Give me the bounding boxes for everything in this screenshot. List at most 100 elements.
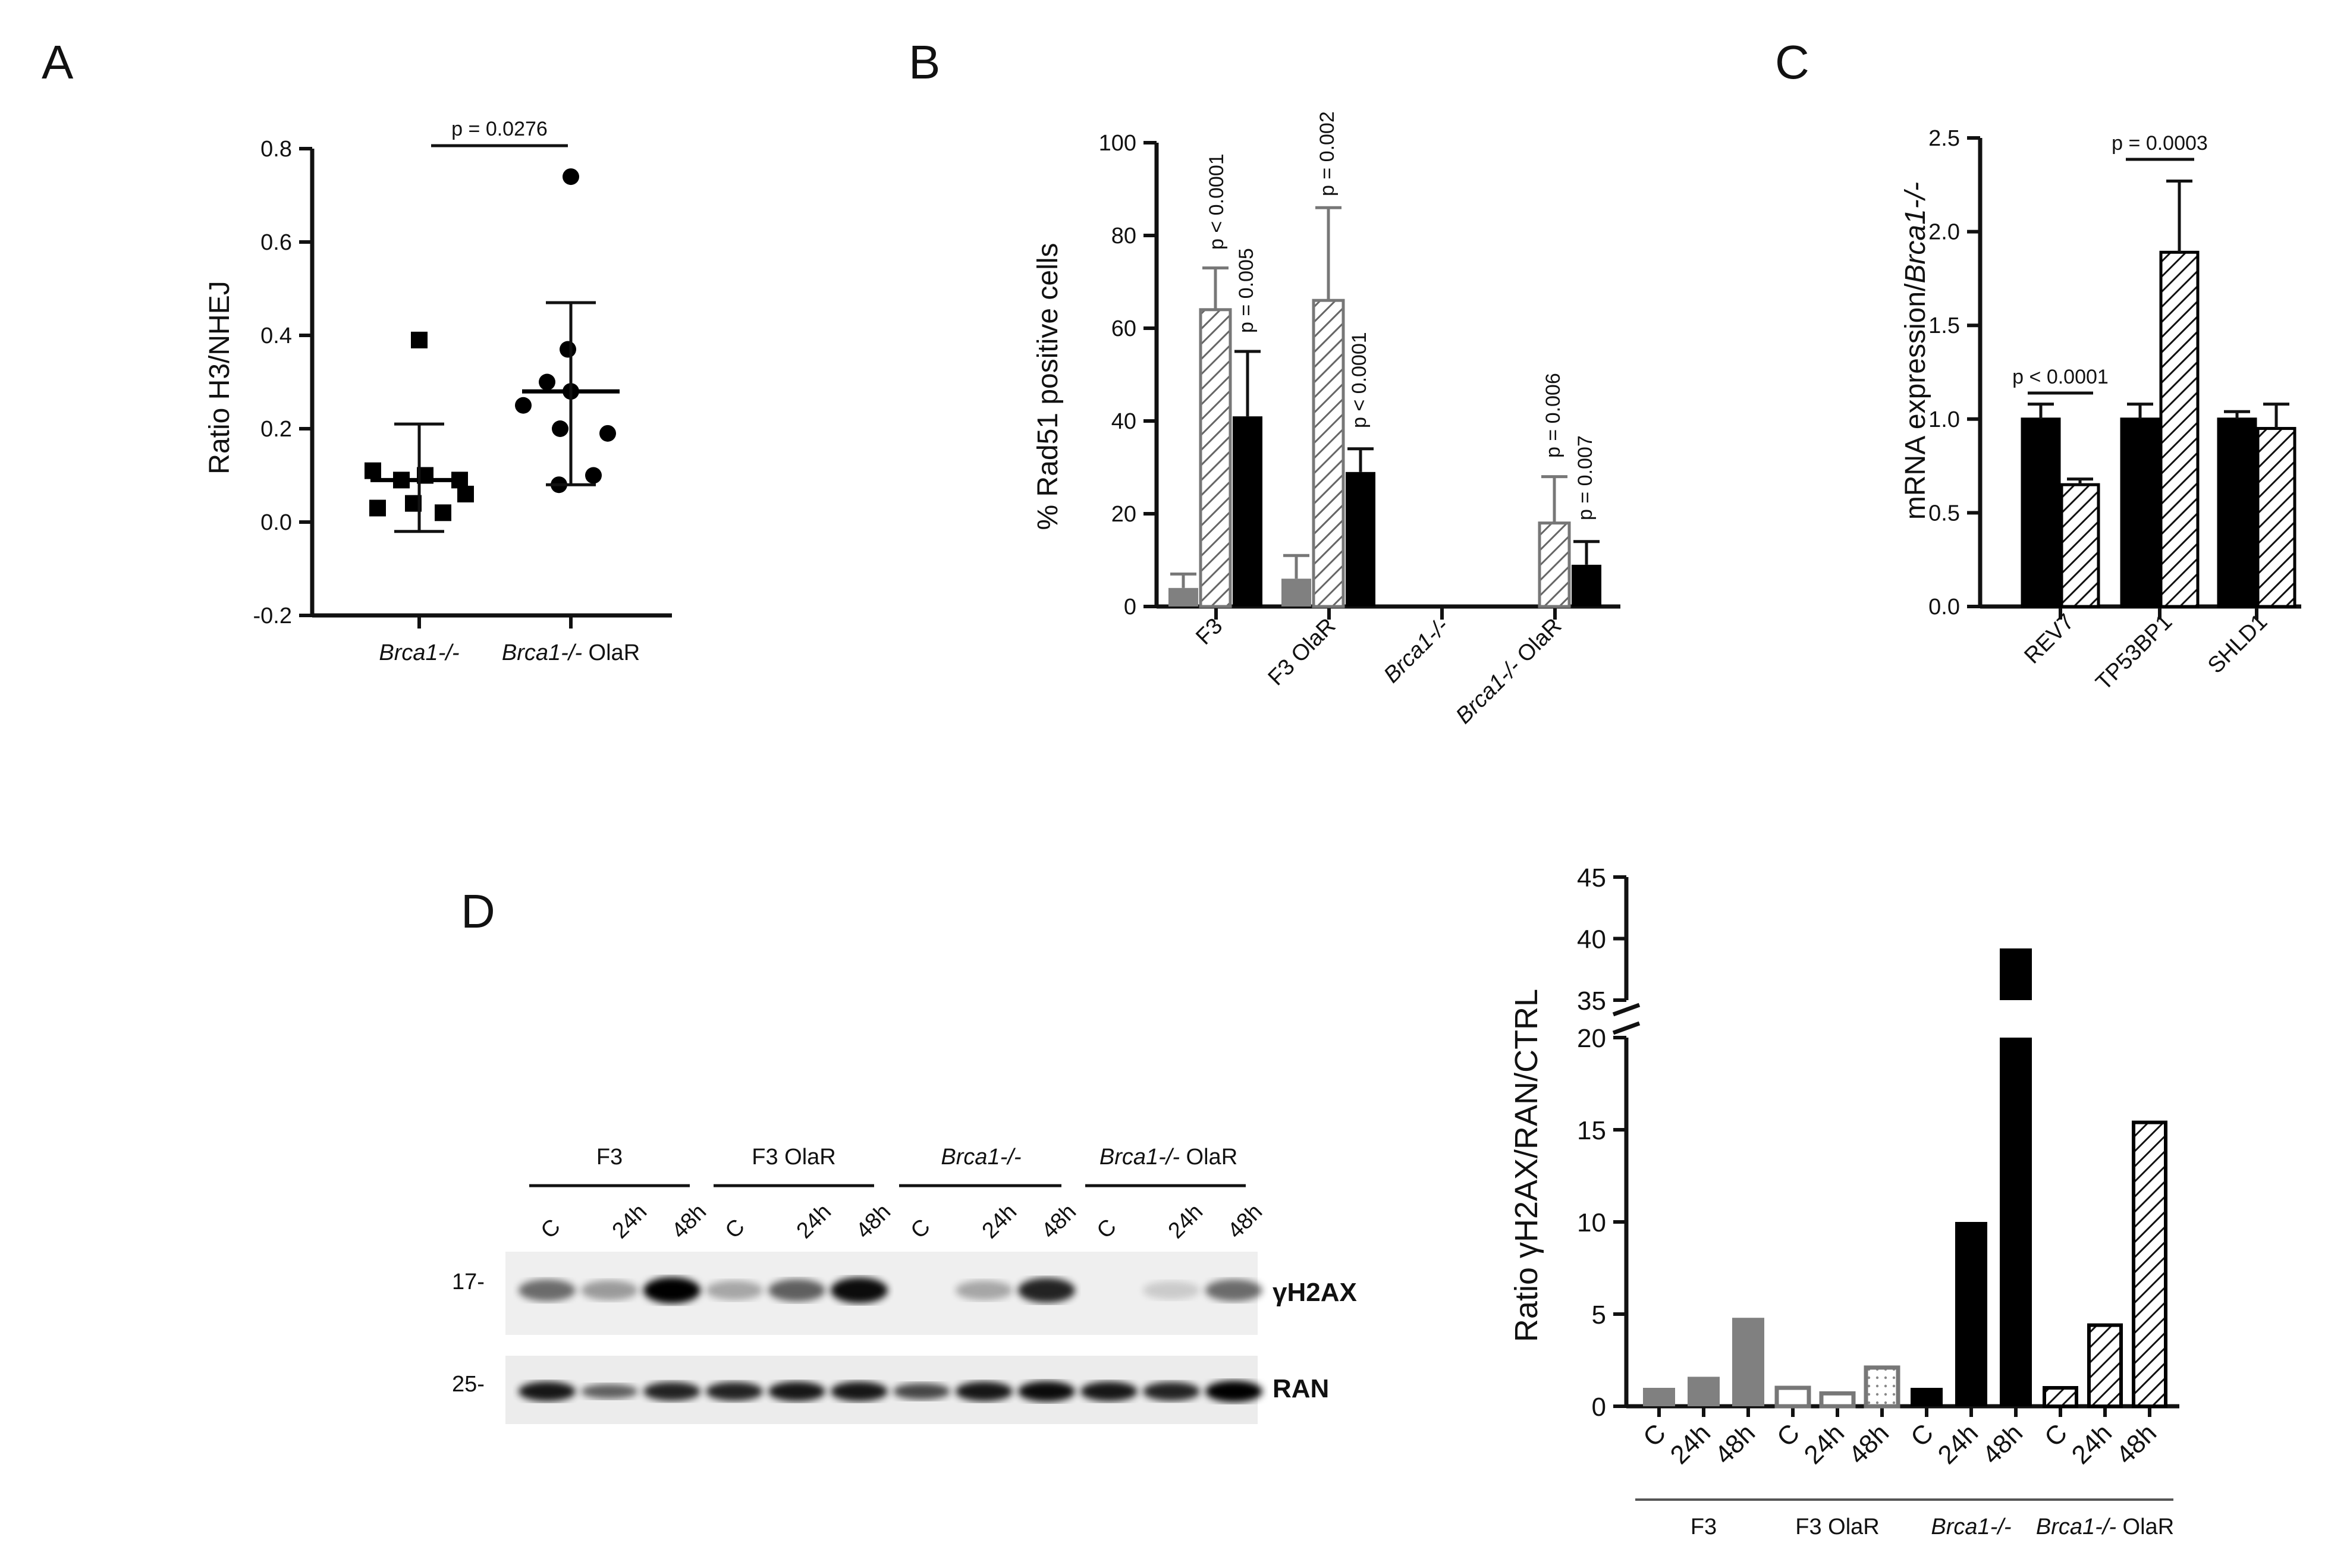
panel-a-x-label-1: Brca1-/- [379,640,459,665]
panel-a-point-circle [599,425,616,442]
western-blot: F3 F3 OlaR Brca1-/- Brca1-/- OlaR C 24h 48… [452,1145,1357,1424]
panel-label-b: B [909,36,940,89]
panel-a-y-tick-label: 0.2 [260,417,292,442]
panel-a-point-circle [585,467,602,484]
panel-c-y-tick-label: 0.5 [1928,501,1960,526]
panel-d-x-tick-label: 24h [1665,1418,1717,1470]
panel-c-p-1: p < 0.0001 [2012,366,2109,388]
blot-group-f3: F3 [596,1145,623,1170]
panel-d-group-label: Brca1-/- OlaR [2036,1514,2174,1539]
blot-band-ran [519,1381,576,1402]
panel-d-group-label: F3 OlaR [1795,1514,1879,1539]
blot-lane-label: 48h [1037,1199,1082,1244]
panel-a-x-label-2-rest: OlaR [582,640,640,665]
panel-b-bar [1312,298,1345,608]
panel-d-y-tick-label: 5 [1592,1300,1606,1330]
panel-d-bar [1819,1391,1856,1409]
blot-lane-label: 24h [1164,1199,1208,1244]
blot-band-gh2ax [956,1280,1013,1300]
panel-b-x-label-4-rest: OlaR [1508,614,1566,672]
blot-lane-label: 48h [852,1199,896,1244]
panel-b-p-5: p = 0.006 [1542,373,1564,458]
panel-b-p-1: p < 0.0001 [1205,153,1228,250]
blot-lane-label: C [536,1214,565,1243]
panel-b-x-label-4: Brca1-/- OlaR [1451,614,1566,729]
panel-c-x-label-1: REV7 [2019,609,2079,669]
panel-a-x-label-2: Brca1-/- OlaR [502,640,640,665]
blot-band-gh2ax [1205,1279,1262,1302]
panel-d-bar [1643,1388,1675,1406]
panel-c-bar [2060,483,2100,608]
panel-b-y-tick-label: 80 [1111,224,1136,249]
panel-a-point-circle [539,373,555,391]
panel-label-d: D [461,885,495,938]
panel-b-bar [1199,308,1232,608]
blot-band-gh2ax [706,1280,763,1300]
blot-group-brca1-olar: Brca1-/- OlaR [1099,1145,1237,1170]
blot-lane-label: C [1092,1214,1121,1243]
panel-b-bar [1572,564,1601,607]
panel-b-x-label-3: Brca1-/- [1379,614,1453,688]
panel-b-chart: 0 20 40 60 80 100 % Rad51 positive cells F3 F… [1032,111,1620,729]
panel-d-x-tick-label: 48h [1843,1418,1895,1470]
blot-lane-label: C [721,1214,750,1243]
panel-b-y-axis-label: % Rad51 positive cells [1032,243,1064,530]
blot-band-ran [956,1381,1013,1402]
panel-d-group-label-ital: Brca1-/- [1931,1514,2011,1539]
blot-band-gh2ax [519,1279,576,1302]
panel-d-x-tick-label: 24h [1933,1418,1984,1470]
panel-label-a: A [42,36,74,89]
panel-d-bar [1774,1385,1811,1409]
panel-b-p-4: p < 0.0001 [1348,332,1371,428]
panel-a-point-circle [515,397,532,414]
blot-group-brca1-olar-rest: OlaR [1180,1145,1237,1170]
blot-band-ran [1018,1381,1075,1402]
blot-band-ran [1080,1381,1138,1402]
panel-d-bar [2087,1323,2123,1409]
panel-d-axis-break [1612,1021,1641,1035]
panel-b-x-label-2: F3 OlaR [1264,614,1341,691]
blot-band-ran [1205,1381,1262,1402]
panel-b-x-label-1: F3 [1191,614,1227,650]
blot-band-ran [706,1382,763,1401]
panel-a-y-tick-label: 0.4 [260,323,292,348]
panel-d-x-tick-label: 48h [2111,1418,2163,1470]
blot-band-ran [893,1383,950,1400]
blot-lane-label: 24h [608,1199,652,1244]
panel-b-bar [1233,416,1262,607]
panel-b-bar [1281,579,1311,607]
blot-lane-label: 48h [667,1199,712,1244]
panel-a-y-tick-label: 0.6 [260,230,292,255]
panel-d-y-tick-label: 0 [1592,1393,1606,1422]
panel-d-bar [2043,1386,2078,1408]
panel-c-y-tick-label: 1.5 [1928,313,1960,338]
panel-d-axis-break [1612,1003,1641,1017]
panel-d-x-tick-label: 24h [1799,1418,1851,1470]
panel-b-bar [1538,521,1571,608]
blot-band-ran [831,1381,888,1402]
blot-protein-gh2ax: γH2AX [1273,1278,1357,1307]
panel-d-y-tick-label: 20 [1577,1024,1606,1053]
panel-d-group-label: F3 [1691,1514,1717,1539]
panel-a-point-circle [560,341,576,358]
panel-a-point-circle [552,420,568,437]
panel-b-y-tick-label: 60 [1111,316,1136,341]
panel-c-bar [2256,427,2296,608]
panel-a-y-tick-label: -0.2 [253,604,292,629]
blot-lane-label: 24h [792,1199,837,1244]
blot-band-ran [768,1381,825,1402]
panel-a-point-circle [563,168,579,186]
panel-d-bar [1911,1388,1943,1406]
blot-band-gh2ax [643,1277,700,1303]
blot-group-brca1: Brca1-/- [941,1145,1021,1170]
panel-c-x-label-3: SHLD1 [2203,609,2272,678]
blot-band-gh2ax [768,1279,825,1302]
blot-band-gh2ax [1018,1278,1075,1303]
panel-d-x-tick-label: 24h [2066,1418,2118,1470]
panel-c-y-tick-label: 2.0 [1928,220,1960,245]
panel-d-bar [1732,1318,1764,1406]
panel-c-y-label-a: mRNA expression/ [1900,283,1931,520]
panel-b-bar [1346,472,1375,607]
panel-a-p-value: p = 0.0276 [451,118,548,140]
